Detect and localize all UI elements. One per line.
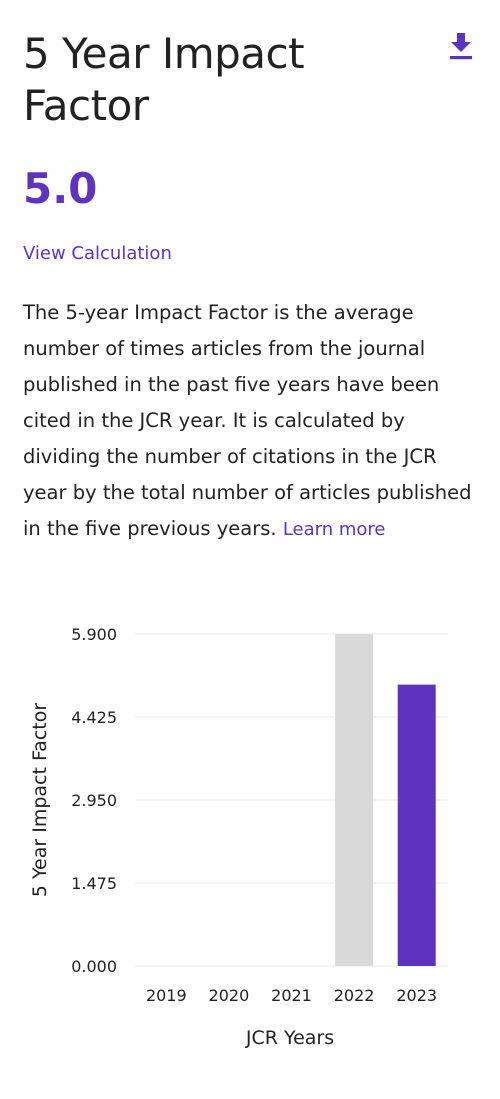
chart-grid [135, 633, 448, 967]
learn-more-link[interactable]: Learn more [282, 519, 386, 540]
y-axis-ticks: 0.000 1.475 2.950 4.425 5.900 [71, 625, 117, 976]
x-tick-label: 2022 [334, 986, 375, 1005]
description-text: The 5-year Impact Factor is the average … [23, 301, 472, 540]
x-tick-label: 2019 [146, 986, 187, 1005]
x-axis-ticks: 2019 2020 2021 2022 2023 [146, 986, 437, 1005]
bar-2022[interactable] [335, 634, 374, 966]
y-axis-label: 5 Year Impact Factor [29, 703, 51, 897]
card-header: 5 Year Impact Factor [23, 28, 423, 132]
y-tick-label: 1.475 [71, 874, 117, 893]
y-tick-label: 0.000 [71, 957, 117, 976]
download-icon[interactable] [448, 31, 474, 61]
x-axis-label: JCR Years [245, 1027, 334, 1049]
chart-bars [335, 634, 436, 966]
view-calculation-link[interactable]: View Calculation [23, 243, 172, 264]
page-title: 5 Year Impact Factor [23, 29, 305, 130]
y-tick-label: 2.950 [71, 791, 117, 810]
y-tick-label: 4.425 [71, 708, 117, 727]
impact-factor-value: 5.0 [23, 164, 98, 213]
x-tick-label: 2020 [209, 986, 250, 1005]
description-paragraph: The 5-year Impact Factor is the average … [23, 295, 475, 548]
bar-2023[interactable] [397, 684, 436, 966]
x-tick-label: 2023 [396, 986, 437, 1005]
x-tick-label: 2021 [271, 986, 312, 1005]
y-tick-label: 5.900 [71, 625, 117, 644]
